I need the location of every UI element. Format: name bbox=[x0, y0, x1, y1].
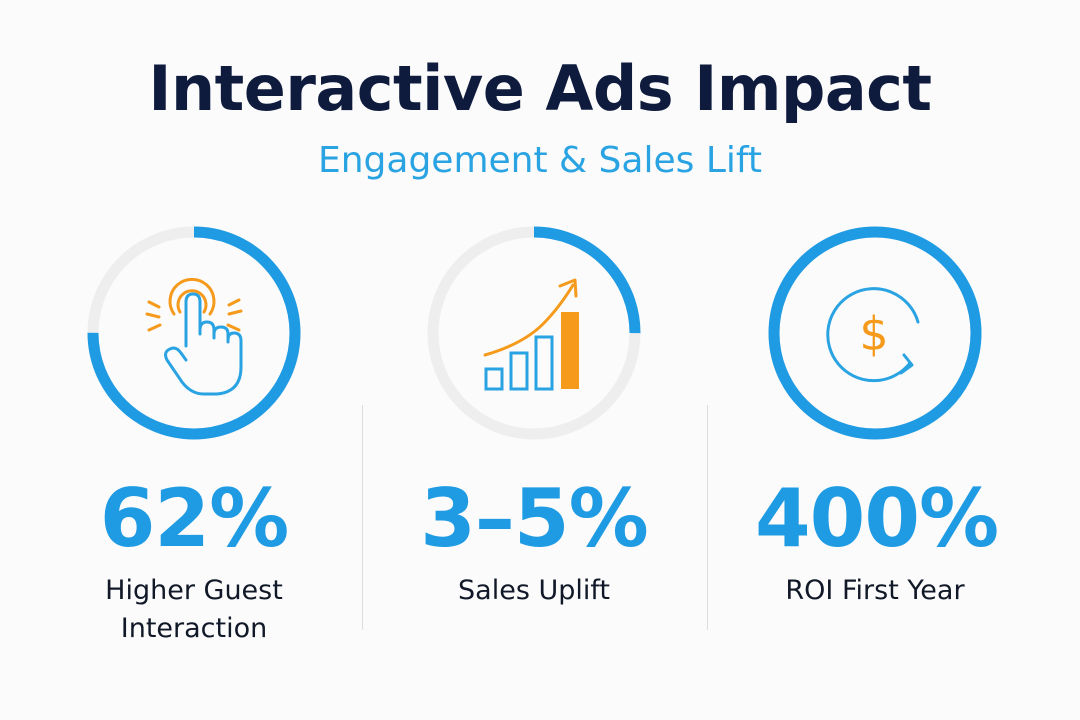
stat-value: 400% bbox=[755, 472, 999, 565]
svg-text:$: $ bbox=[859, 307, 888, 361]
page-title: Interactive Ads Impact bbox=[148, 52, 932, 125]
page-subtitle: Engagement & Sales Lift bbox=[317, 140, 763, 181]
stat-label: Sales Uplift bbox=[458, 575, 610, 606]
stat-value: 62% bbox=[99, 472, 289, 565]
progress-ring: $ bbox=[764, 222, 986, 444]
progress-ring bbox=[423, 222, 645, 444]
column-divider bbox=[362, 405, 363, 630]
stat-sales-uplift: 3–5% Sales Uplift bbox=[414, 222, 654, 662]
dollar-cycle-icon: $ bbox=[826, 287, 920, 383]
stat-roi: $ 400% ROI First Year bbox=[755, 222, 999, 662]
growth-chart-icon bbox=[483, 278, 579, 391]
stat-value: 3–5% bbox=[420, 472, 648, 565]
progress-ring bbox=[83, 222, 305, 444]
tap-hand-icon bbox=[145, 277, 243, 396]
column-divider bbox=[707, 405, 708, 630]
stat-guest-interaction: 62% Higher Guest Interaction bbox=[74, 222, 314, 662]
stat-label: Higher Guest Interaction bbox=[105, 575, 283, 644]
stat-label: ROI First Year bbox=[785, 575, 965, 606]
